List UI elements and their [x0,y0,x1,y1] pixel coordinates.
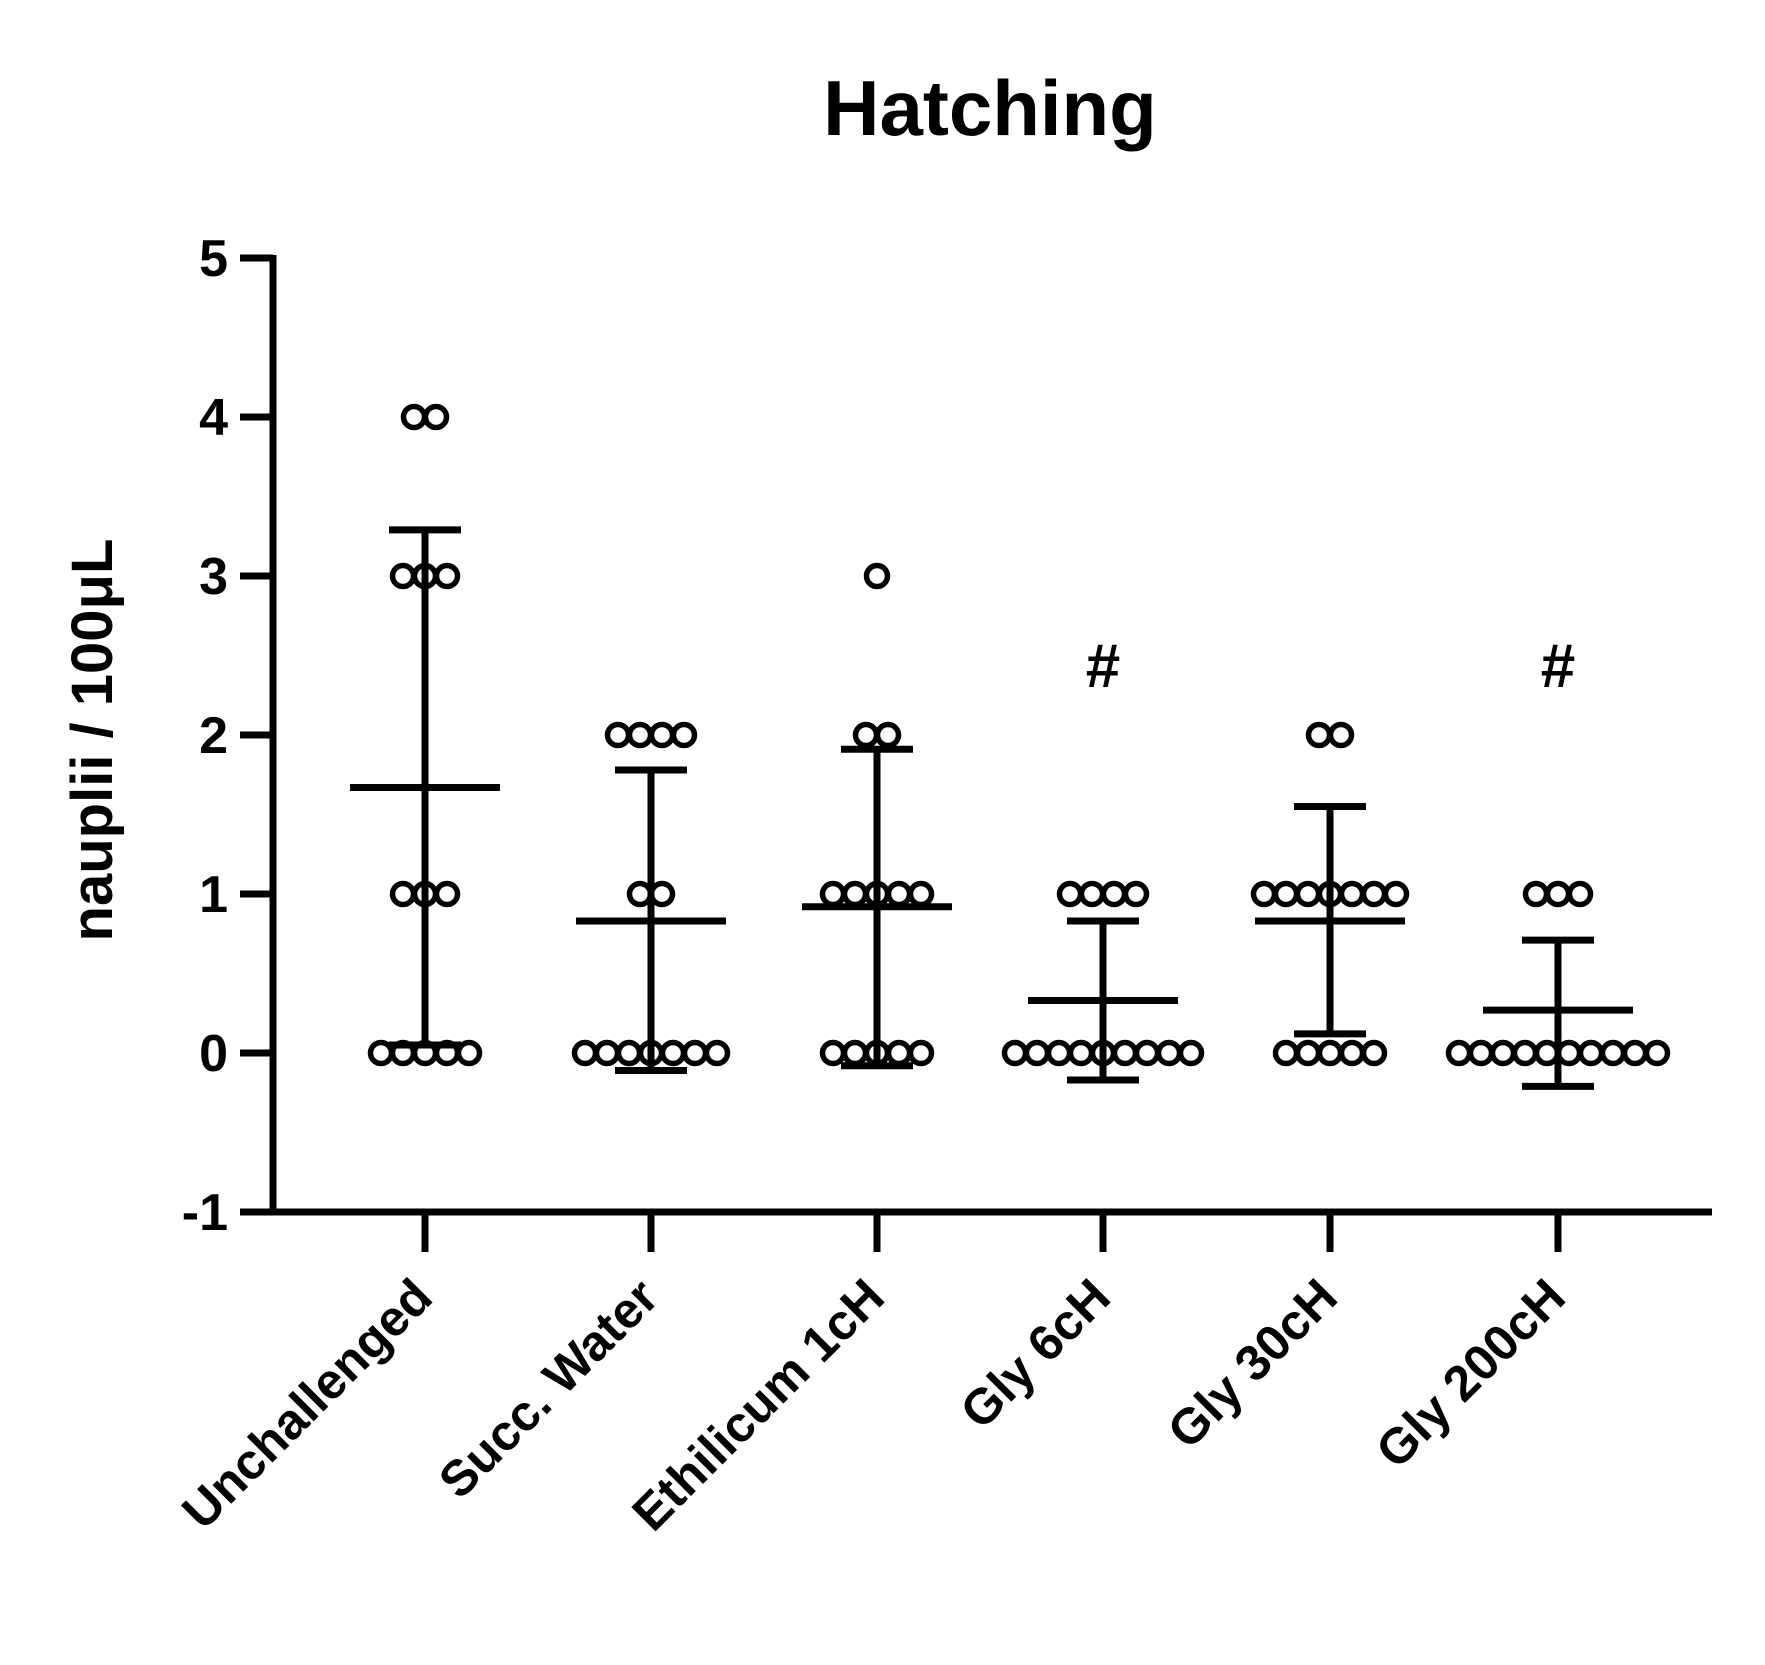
data-point [1294,1039,1322,1067]
data-point [648,880,676,908]
data-point [1544,880,1572,908]
data-point [1133,1039,1161,1067]
data-point [1316,1039,1344,1067]
y-tick-label: 5 [199,230,228,288]
data-point [1360,880,1388,908]
data-point [681,1039,709,1067]
data-point [593,1039,621,1067]
y-tick-label: 1 [199,866,228,924]
significance-marker: # [1086,632,1120,701]
data-point [1566,880,1594,908]
data-point [1360,1039,1388,1067]
data-point [1294,880,1322,908]
data-point [885,880,913,908]
data-point [819,1039,847,1067]
y-tick-label: -1 [182,1184,228,1242]
data-point [1067,1039,1095,1067]
data-point [1177,1039,1205,1067]
data-point [1445,1039,1473,1067]
data-point [1467,1039,1495,1067]
data-point [1078,880,1106,908]
data-point [626,880,654,908]
data-point [648,721,676,749]
data-point [1100,880,1128,908]
y-tick-label: 4 [199,389,228,447]
data-point [1338,880,1366,908]
data-point [1001,1039,1029,1067]
data-point [433,880,461,908]
data-point [1489,1039,1517,1067]
data-point [1155,1039,1183,1067]
x-tick-label: Gly 30cH [1157,1268,1348,1459]
data-point [1533,1039,1561,1067]
data-point [1272,880,1300,908]
data-point [1272,1039,1300,1067]
y-axis-label: nauplii / 100μL [60,539,125,942]
data-point [571,1039,599,1067]
data-point [1045,1039,1073,1067]
data-point [670,721,698,749]
data-point [1577,1039,1605,1067]
data-point [433,562,461,590]
data-point [907,880,935,908]
data-point [852,721,880,749]
data-point [400,403,428,431]
data-point [907,1039,935,1067]
data-point [1056,880,1084,908]
data-point [659,1039,687,1067]
data-point [1250,880,1278,908]
data-point [367,1039,395,1067]
data-point [1023,1039,1051,1067]
data-point [863,562,891,590]
data-point [874,721,902,749]
data-marks: # # [350,403,1671,1090]
data-point [841,880,869,908]
data-point [422,403,450,431]
significance-marker: # [1541,632,1575,701]
data-point [1122,880,1150,908]
data-point [615,1039,643,1067]
data-point [626,721,654,749]
data-point [1522,880,1550,908]
data-point [389,562,417,590]
data-point [1327,721,1355,749]
data-point [1111,1039,1139,1067]
data-point [1382,880,1410,908]
x-tick-label: Unchallenged [171,1268,442,1539]
data-point [1643,1039,1671,1067]
data-point [1599,1039,1627,1067]
data-point [1621,1039,1649,1067]
data-point [1511,1039,1539,1067]
x-tick-label: Succ. Water [428,1268,669,1509]
data-point [389,880,417,908]
y-tick-label: 3 [199,548,228,606]
x-tick-label: Gly 200cH [1365,1268,1576,1479]
data-point [1555,1039,1583,1067]
x-tick-label: Gly 6cH [950,1268,1121,1439]
data-point [1338,1039,1366,1067]
y-tick-label: 0 [199,1025,228,1083]
data-point [703,1039,731,1067]
data-point [819,880,847,908]
y-tick-label: 2 [199,707,228,765]
data-point [1305,721,1333,749]
data-point [455,1039,483,1067]
chart-title: Hatching [823,64,1157,152]
data-point [604,721,632,749]
data-point [841,1039,869,1067]
data-point [885,1039,913,1067]
